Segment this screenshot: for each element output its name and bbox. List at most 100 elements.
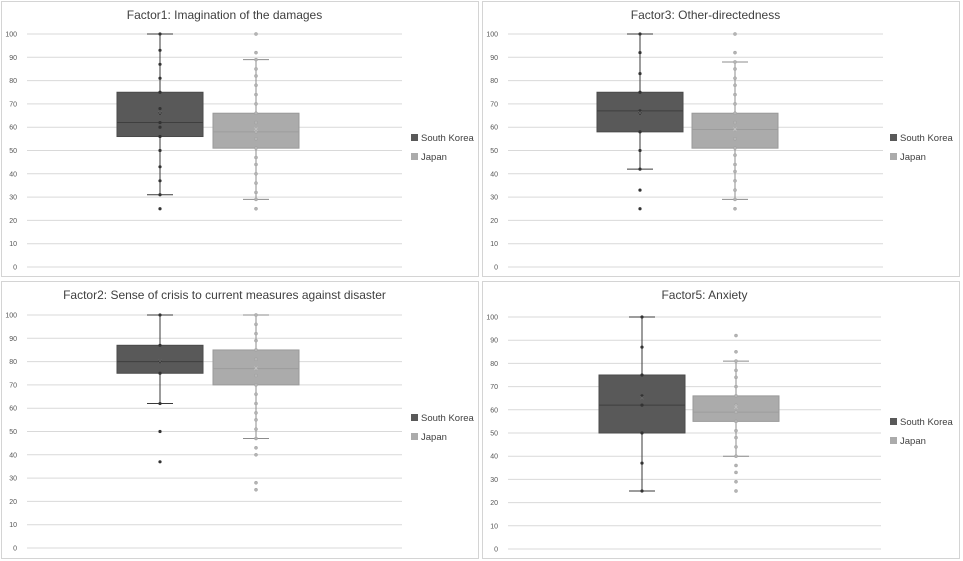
data-point: [254, 313, 258, 317]
data-point: [733, 188, 737, 192]
data-point: [733, 197, 737, 202]
y-tick-label: 60: [9, 125, 17, 132]
legend-label: Japan: [900, 436, 926, 447]
box-south-korea: ×: [116, 313, 204, 464]
data-point: [158, 62, 162, 66]
data-point: [158, 48, 162, 52]
data-point: [638, 130, 642, 134]
y-tick-label: 50: [9, 148, 17, 155]
data-point: [734, 454, 738, 458]
data-point: [158, 313, 162, 317]
chart-factor1: Factor1: Imagination of the damages 0 10 20…: [1, 1, 479, 277]
y-tick-label: 10: [490, 241, 498, 248]
box-south-korea: ×: [596, 32, 684, 211]
chart-title: Factor5: Anxiety: [661, 288, 747, 302]
data-point: [640, 431, 644, 435]
data-point: [638, 51, 642, 55]
y-tick-label: 0: [13, 265, 17, 272]
data-point: [254, 146, 258, 150]
y-tick-label: 80: [9, 78, 17, 85]
data-point: [158, 125, 162, 129]
legend-label: South Korea: [900, 133, 954, 144]
y-tick-label: 30: [490, 195, 498, 202]
data-point: [254, 427, 258, 431]
data-point: [640, 403, 644, 407]
data-point: [254, 74, 258, 78]
chart-svg: Factor5: Anxiety 0 10 20 30 40 50 60 70 80 90 100 × S…: [486, 288, 953, 554]
data-point: [254, 190, 258, 195]
data-point: [734, 375, 738, 380]
y-tick-label: 90: [490, 55, 498, 62]
y-tick-label: 40: [9, 452, 17, 459]
data-point: [158, 429, 162, 434]
data-point: [254, 487, 258, 492]
data-point: [638, 167, 642, 171]
data-point: [254, 130, 258, 134]
y-tick-label: 80: [490, 78, 498, 85]
chart-svg: Factor1: Imagination of the damages 0 10 20…: [5, 8, 474, 272]
data-point: [733, 92, 737, 97]
legend-swatch: [890, 134, 897, 141]
y-tick-label: 0: [13, 546, 17, 553]
data-point: [158, 460, 162, 464]
data-point: [734, 384, 738, 389]
data-point: [158, 106, 162, 111]
data-point: [254, 111, 258, 116]
y-tick-label: 100: [486, 32, 498, 39]
data-point: [734, 489, 738, 493]
data-point: [733, 120, 737, 125]
y-tick-label: 70: [490, 101, 498, 108]
y-tick-label: 90: [490, 338, 498, 345]
mean-marker: ×: [640, 394, 645, 403]
data-point: [733, 76, 737, 81]
y-tick-label: 0: [494, 265, 498, 272]
data-point: [254, 348, 258, 352]
data-point: [158, 207, 162, 211]
data-point: [158, 76, 162, 80]
data-point: [158, 120, 162, 125]
legend-swatch: [890, 153, 897, 160]
chart-title: Factor3: Other-directedness: [631, 8, 780, 22]
data-point: [638, 32, 642, 36]
data-point: [158, 371, 162, 375]
data-point: [254, 162, 258, 167]
data-point: [734, 333, 738, 338]
data-point: [254, 392, 258, 397]
y-tick-label: 30: [490, 477, 498, 484]
data-point: [733, 127, 737, 132]
mean-marker: ×: [254, 125, 259, 134]
data-point: [254, 155, 258, 160]
data-point: [733, 137, 737, 141]
y-tick-label: 10: [9, 522, 17, 529]
box-south-korea: ×: [116, 32, 204, 211]
data-point: [254, 338, 258, 343]
box-south-korea: ×: [598, 315, 686, 493]
data-point: [733, 146, 737, 150]
data-point: [158, 148, 162, 153]
data-point: [734, 479, 738, 484]
data-point: [733, 60, 737, 64]
data-point: [254, 480, 258, 485]
chart-factor2: Factor2: Sense of crisis to current meas…: [1, 281, 479, 559]
data-point: [733, 32, 737, 36]
data-point: [254, 366, 258, 371]
y-tick-label: 80: [9, 359, 17, 366]
y-tick-label: 30: [9, 476, 17, 483]
chart-factor3: Factor3: Other-directedness 0 10 20 30 40 50 60…: [482, 1, 960, 277]
data-point: [254, 357, 258, 362]
box-iqr: [692, 395, 780, 422]
data-point: [638, 111, 642, 115]
mean-marker: ×: [733, 125, 738, 134]
y-tick-label: 60: [9, 406, 17, 413]
data-point: [734, 470, 738, 475]
y-tick-label: 20: [9, 218, 17, 225]
legend-label: Japan: [421, 432, 447, 443]
data-point: [254, 331, 258, 336]
data-point: [254, 57, 258, 62]
legend-swatch: [890, 418, 897, 425]
data-point: [254, 181, 258, 185]
y-tick-label: 40: [9, 171, 17, 178]
chart-title: Factor2: Sense of crisis to current meas…: [63, 288, 386, 302]
y-tick-label: 0: [494, 547, 498, 554]
legend-swatch: [890, 437, 897, 444]
